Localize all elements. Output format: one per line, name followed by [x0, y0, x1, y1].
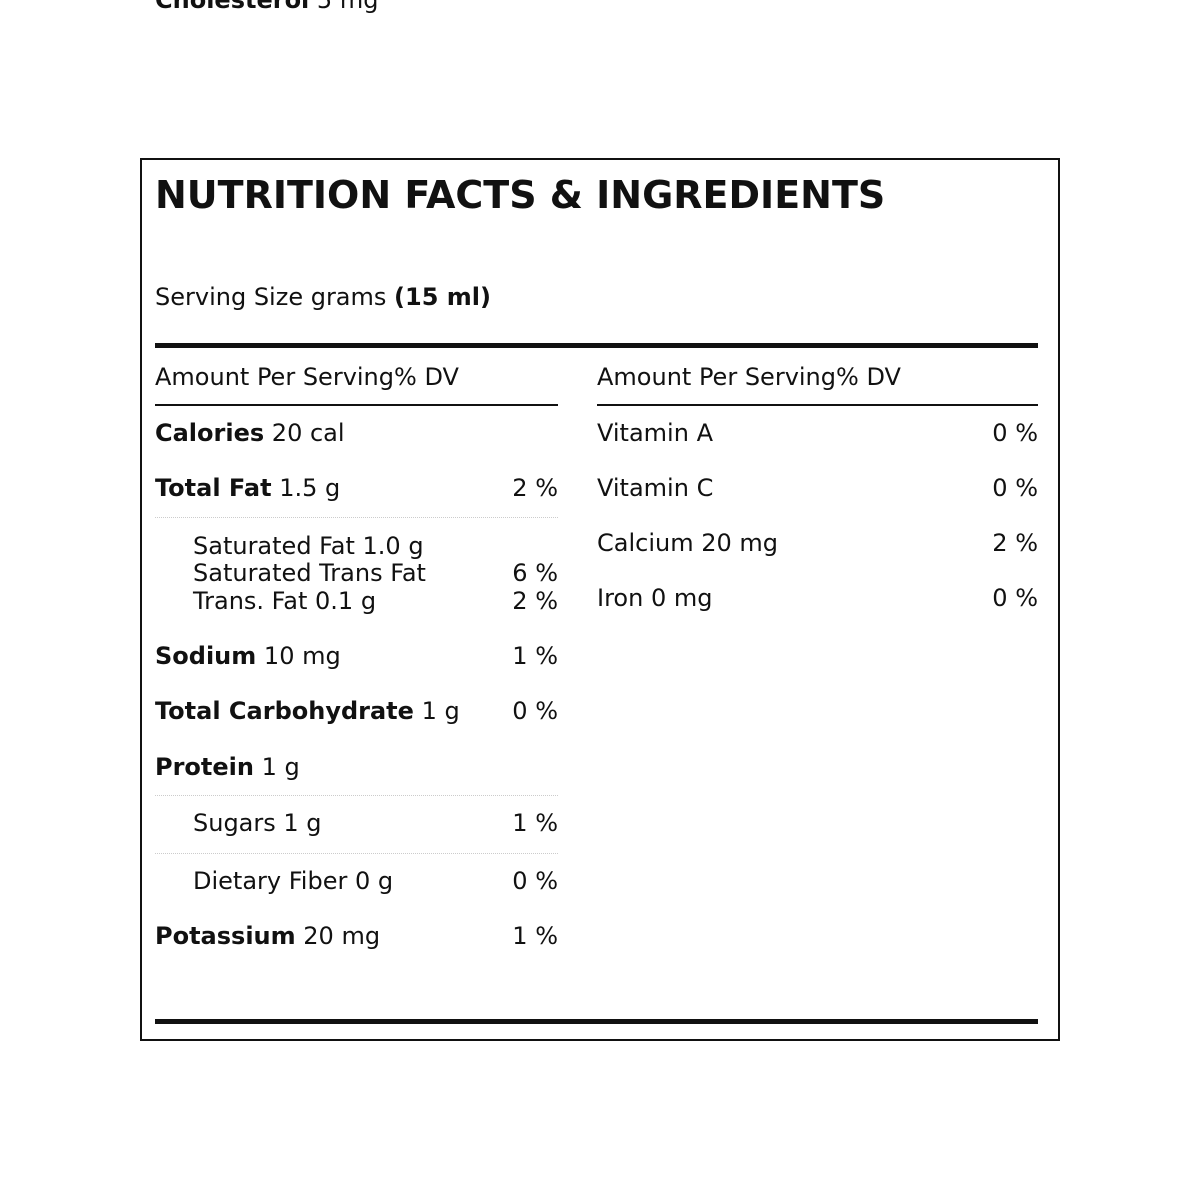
row-label: Cholesterol 5 mg: [155, 0, 378, 15]
daily-value: 2 %: [992, 529, 1038, 557]
nutrient-name: Calories: [155, 419, 265, 447]
header-rule: [155, 404, 558, 406]
nutrient-amount: 10 mg: [263, 642, 341, 670]
nutrient-name: Sodium: [155, 642, 257, 670]
row-label: Dietary Fiber 0 g: [193, 866, 393, 896]
row-label: Sodium 10 mg: [155, 641, 341, 671]
row-separator: [155, 795, 558, 796]
thick-rule: [155, 1019, 1038, 1024]
nutrient-name: Trans. Fat 0.1 g: [193, 587, 377, 615]
thick-rule: [155, 343, 1038, 348]
daily-value: 2 %: [512, 587, 558, 615]
row-label: Potassium 20 mg: [155, 921, 380, 951]
row-label: Iron 0 mg: [597, 583, 712, 613]
nutrient-name: Total Fat: [155, 474, 272, 502]
nutrient-amount: 1.5 g: [279, 474, 341, 502]
nutrient-amount: 5 mg: [316, 0, 379, 14]
row-label: Protein 1 g: [155, 752, 300, 782]
serving: Serving Size grams (15 ml): [155, 282, 491, 312]
daily-value: 1 %: [512, 642, 558, 670]
nutrient-amount: 1 g: [261, 753, 300, 781]
column-header: Amount Per Serving% DV: [155, 363, 459, 391]
nutrient-name: Potassium: [155, 922, 296, 950]
nutrient-name: Calcium 20 mg: [597, 529, 778, 557]
nutrient-amount: 20 cal: [271, 419, 345, 447]
nutrient-name: Saturated Fat 1.0 g: [193, 532, 424, 560]
row-separator: [155, 853, 558, 854]
row-label: Total Carbohydrate 1 g: [155, 696, 460, 726]
nutrient-name: Sugars 1 g: [193, 809, 322, 837]
label-box: [140, 158, 1060, 1041]
row-label: Trans. Fat 0.1 g: [193, 586, 376, 616]
daily-value: 0 %: [512, 697, 558, 725]
nutrient-name: Cholesterol: [155, 0, 310, 14]
daily-value: 1 %: [512, 809, 558, 837]
row-label: Saturated Trans Fat: [193, 558, 426, 588]
daily-value: 0 %: [992, 419, 1038, 447]
daily-value: 1 %: [512, 922, 558, 950]
row-label: Saturated Fat 1.0 g: [193, 531, 424, 561]
row-label: Total Fat 1.5 g: [155, 473, 340, 503]
nutrient-name: Total Carbohydrate: [155, 697, 414, 725]
nutrient-name: Protein: [155, 753, 254, 781]
daily-value: 6 %: [512, 559, 558, 587]
row-label: Calories 20 cal: [155, 418, 345, 448]
header-rule: [597, 404, 1038, 406]
row-label: Calcium 20 mg: [597, 528, 778, 558]
title: NUTRITION FACTS & INGREDIENTS: [155, 173, 886, 217]
row-label: Vitamin A: [597, 418, 713, 448]
row-separator: [155, 517, 558, 518]
nutrient-name: Dietary Fiber 0 g: [193, 867, 394, 895]
nutrient-amount: 20 mg: [303, 922, 381, 950]
nutrient-name: Vitamin A: [597, 419, 713, 447]
serving-label: Serving Size grams: [155, 283, 387, 311]
nutrient-name: Vitamin C: [597, 474, 714, 502]
row-label: Sugars 1 g: [193, 808, 322, 838]
row-label: Vitamin C: [597, 473, 713, 503]
serving-amount: (15 ml): [394, 283, 491, 311]
daily-value: 0 %: [512, 867, 558, 895]
daily-value: 0 %: [992, 584, 1038, 612]
column-header: Amount Per Serving% DV: [597, 363, 901, 391]
daily-value: 2 %: [512, 474, 558, 502]
nutrient-name: Iron 0 mg: [597, 584, 713, 612]
daily-value: 0 %: [992, 474, 1038, 502]
nutrient-amount: 1 g: [421, 697, 460, 725]
nutrient-name: Saturated Trans Fat: [193, 559, 426, 587]
